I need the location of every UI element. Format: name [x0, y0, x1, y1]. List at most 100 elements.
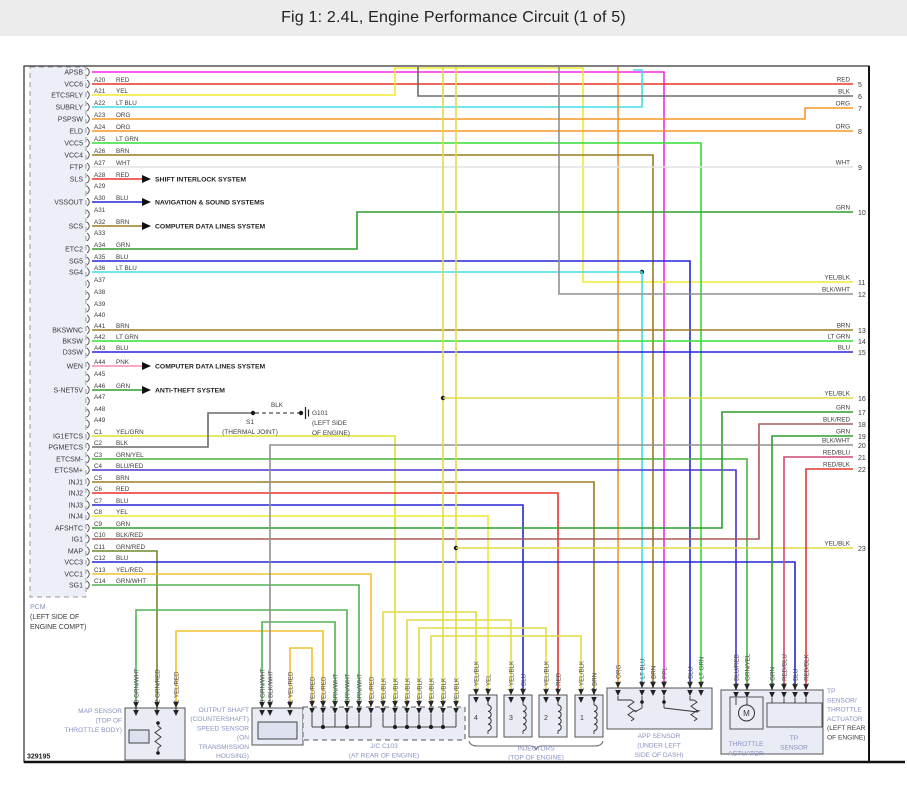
pin-bracket-icon	[86, 396, 90, 406]
terminal-number: 5	[858, 82, 862, 89]
arrow-down-icon	[309, 708, 315, 714]
pin-bracket-icon	[86, 488, 90, 498]
terminal-color: BLK/WHT	[822, 437, 850, 444]
arrow-down-icon	[615, 682, 621, 688]
arrow-down-icon	[687, 690, 693, 696]
terminal-number: 20	[858, 443, 866, 450]
wire-BLURED	[92, 469, 737, 690]
arrow-down-icon	[428, 708, 434, 714]
wire-vertical-label: 1 YEL/BLK	[474, 660, 481, 691]
tp-unit-location: (LEFT REAR	[827, 725, 866, 732]
arrow-down-icon	[356, 708, 362, 714]
wire-YEL	[92, 67, 853, 283]
system-callout: ANTI-THEFT SYSTEM	[155, 388, 225, 395]
throttle-actuator-box	[729, 696, 764, 730]
wire-BLKWHT	[558, 67, 853, 295]
pcm-pin-signal: ETC2	[65, 246, 83, 253]
pin-bracket-icon	[86, 336, 90, 346]
wire-vertical-label: YEL/BLK	[454, 677, 461, 703]
pcm-pin-number: A28	[94, 172, 106, 179]
arrow-down-icon	[698, 690, 704, 696]
pcm-pin-signal: S-NET5V	[53, 387, 83, 394]
pcm-pin-number: C8	[94, 509, 103, 516]
pin-bracket-icon	[86, 511, 90, 521]
pin-bracket-icon	[86, 500, 90, 510]
pcm-pin-number: A41	[94, 323, 106, 330]
pcm-pin-signal: VCC5	[64, 140, 83, 147]
tp-unit-location: OF ENGINE)	[827, 734, 865, 741]
map-sensor-label: THROTTLE BODY)	[64, 727, 122, 734]
arrow-down-icon	[332, 701, 338, 707]
pcm-pin-color: RED	[116, 486, 130, 493]
s1-location: (THERMAL JOINT)	[222, 429, 278, 436]
pcm-pin-signal: INJ3	[69, 502, 84, 509]
pin-bracket-icon	[86, 291, 90, 301]
pin-bracket-icon	[86, 373, 90, 383]
terminal-color: ORG	[836, 100, 850, 107]
arrow-down-icon	[368, 701, 374, 707]
wire-vertical-label: 5 BLU	[688, 667, 695, 684]
pcm-pin-number: A32	[94, 219, 106, 226]
pcm-pin-color: GRN	[116, 242, 130, 249]
pcm-pin-number: A42	[94, 334, 106, 341]
pcm-label: PCM	[30, 604, 46, 611]
arrow-down-icon	[344, 708, 350, 714]
pcm-pin-color: BLU	[116, 498, 129, 505]
junction-dot	[156, 721, 160, 725]
pcm-pin-color: LT GRN	[116, 334, 139, 341]
injectors-label: INJECTORS	[517, 746, 555, 753]
pcm-pin-number: C12	[94, 555, 106, 562]
arrow-down-icon	[661, 690, 667, 696]
pcm-pin-color: GRN	[116, 521, 130, 528]
terminal-number: 19	[858, 434, 866, 441]
pin-bracket-icon	[86, 67, 90, 77]
wire-BRN	[92, 481, 595, 695]
pin-bracket-icon	[86, 314, 90, 324]
arrow-down-icon	[769, 692, 775, 698]
pin-bracket-icon	[86, 138, 90, 148]
arrow-down-icon	[287, 702, 293, 708]
arrow-down-icon	[320, 708, 326, 714]
pin-bracket-icon	[86, 325, 90, 335]
pcm-pin-number: C4	[94, 463, 103, 470]
pin-bracket-icon	[86, 580, 90, 590]
junction-dot	[321, 725, 325, 729]
arrow-down-icon	[380, 701, 386, 707]
pcm-pin-number: A27	[94, 160, 106, 167]
pcm-pin-color: GRN/RED	[116, 544, 145, 551]
pcm-pin-signal: INJ1	[69, 479, 84, 486]
pin-bracket-icon	[86, 79, 90, 89]
pcm-pin-signal: D3SW	[63, 349, 84, 356]
terminal-number: 6	[858, 94, 862, 101]
jc-c103-box	[302, 706, 466, 741]
arrow-down-icon	[344, 701, 350, 707]
arrow-down-icon	[733, 692, 739, 698]
arrow-down-icon	[650, 690, 656, 696]
junction-dot	[298, 410, 304, 416]
pin-bracket-icon	[86, 569, 90, 579]
wire-vertical-label: 6 LT GRN	[699, 657, 706, 684]
arrow-down-icon	[615, 690, 621, 696]
terminal-number: 7	[858, 106, 862, 113]
pcm-pin-signal: ETCSM+	[54, 467, 83, 474]
arrow-down-icon	[133, 702, 139, 708]
pin-bracket-icon	[86, 185, 90, 195]
app-sensor-box	[606, 687, 713, 730]
pcm-pin-number: C11	[94, 544, 106, 551]
arrow-down-icon	[769, 684, 775, 690]
arrow-down-icon	[392, 701, 398, 707]
pcm-pin-color: BLU	[116, 345, 129, 352]
tp-unit-label: ACTUATOR	[827, 716, 863, 723]
pcm-pin-number: C14	[94, 578, 106, 585]
pcm-pin-signal: VCC1	[64, 571, 83, 578]
pcm-pin-signal: INJ2	[69, 490, 84, 497]
coil-icon	[487, 704, 492, 732]
terminal-color: YEL/BLK	[824, 540, 850, 547]
motor-icon	[738, 704, 755, 722]
terminal-number: 8	[858, 129, 862, 136]
arrow-down-icon	[368, 708, 374, 714]
pcm-pin-color: GRN/YEL	[116, 452, 144, 459]
junction-dot	[417, 725, 421, 729]
pcm-pin-signal: SUBRLY	[56, 104, 84, 111]
arrow-down-icon	[555, 697, 561, 703]
